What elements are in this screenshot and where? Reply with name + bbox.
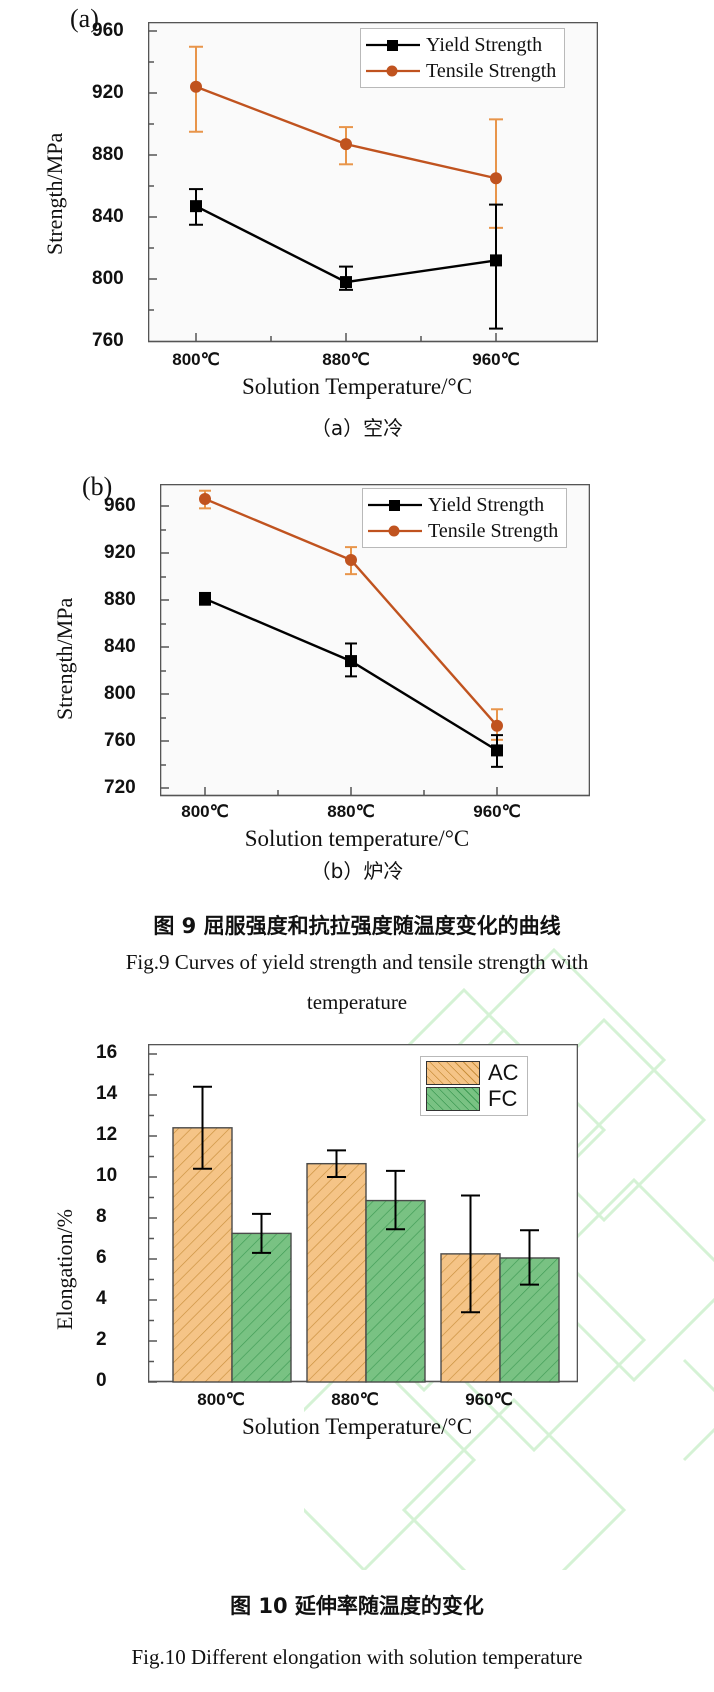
- fig9-caption-cn: 图 9 屈服强度和抗拉强度随温度变化的曲线: [153, 914, 561, 938]
- x-tick-a-800: 800℃: [172, 350, 220, 369]
- legend-label-yield-b: Yield Strength: [428, 493, 545, 516]
- fig9-caption-en-line2: temperature: [306, 990, 408, 1014]
- y-tick-10-16: 16: [96, 1042, 118, 1063]
- y-tick-a-920: 920: [92, 82, 124, 103]
- legend-a[interactable]: Yield Strength Tensile Strength: [360, 28, 566, 88]
- y-tick-b-720: 720: [104, 777, 136, 798]
- panel-letter-b: (b): [82, 472, 113, 501]
- legend-swatch-ac-icon: [426, 1061, 480, 1085]
- y-tick-a-760: 760: [92, 330, 124, 351]
- legend-marker-square-icon: [366, 40, 420, 51]
- x-axis-label-b: Solution temperature/°C: [244, 826, 470, 851]
- legend-marker-square-icon: [368, 500, 422, 511]
- y-tick-b-920: 920: [104, 542, 136, 563]
- y-tick-a-960: 960: [92, 20, 124, 41]
- legend-10[interactable]: AC FC: [420, 1056, 528, 1116]
- legend-label-yield-a: Yield Strength: [426, 33, 543, 56]
- fig10-caption-cn: 图 10 延伸率随温度的变化: [230, 1594, 484, 1618]
- legend-b[interactable]: Yield Strength Tensile Strength: [362, 488, 568, 548]
- y-tick-b-760: 760: [104, 730, 136, 751]
- y-tick-a-800: 800: [92, 268, 124, 289]
- x-tick-a-880: 880℃: [322, 350, 370, 369]
- y-tick-10-12: 12: [96, 1124, 118, 1145]
- fig9-caption-en-line1: Fig.9 Curves of yield strength and tensi…: [125, 950, 589, 974]
- x-tick-b-960: 960℃: [473, 802, 521, 821]
- legend-item-ac[interactable]: AC: [426, 1060, 519, 1086]
- x-axis-label-10: Solution Temperature/°C: [241, 1414, 473, 1439]
- legend-label-fc: FC: [488, 1086, 518, 1111]
- y-axis-label-a: Strength/MPa: [42, 132, 67, 255]
- figure-a: (a) Strength/MPa 760 800 840 880 920 960: [0, 0, 714, 400]
- y-tick-10-0: 0: [96, 1370, 107, 1391]
- y-tick-10-4: 4: [96, 1288, 107, 1309]
- caption-b: （b）炉冷: [310, 859, 404, 883]
- x-tick-10-960: 960℃: [465, 1390, 513, 1409]
- x-tick-b-800: 800℃: [181, 802, 229, 821]
- y-tick-10-8: 8: [96, 1206, 107, 1227]
- y-tick-b-800: 800: [104, 683, 136, 704]
- y-tick-10-14: 14: [96, 1083, 118, 1104]
- x-tick-b-880: 880℃: [327, 802, 375, 821]
- legend-item-yield-a[interactable]: Yield Strength: [366, 32, 556, 58]
- panel-letter-a: (a): [70, 4, 99, 33]
- legend-item-tensile-a[interactable]: Tensile Strength: [366, 58, 556, 84]
- x-tick-10-800: 800℃: [197, 1390, 245, 1409]
- x-axis-label-a: Solution Temperature/°C: [241, 374, 473, 399]
- y-tick-b-960: 960: [104, 495, 136, 516]
- y-axis-label-10: Elongation/%: [52, 1209, 77, 1330]
- x-tick-10-880: 880℃: [331, 1390, 379, 1409]
- legend-marker-circle-icon: [366, 65, 420, 77]
- y-axis-label-b: Strength/MPa: [52, 597, 77, 720]
- fig10-caption-en: Fig.10 Different elongation with solutio…: [131, 1645, 583, 1669]
- legend-label-ac: AC: [488, 1060, 519, 1085]
- y-tick-10-6: 6: [96, 1247, 107, 1268]
- legend-item-fc[interactable]: FC: [426, 1086, 519, 1112]
- legend-label-tensile-b: Tensile Strength: [428, 519, 559, 542]
- caption-a: （a）空冷: [310, 416, 404, 440]
- legend-label-tensile-a: Tensile Strength: [426, 59, 557, 82]
- y-tick-10-2: 2: [96, 1329, 107, 1350]
- y-tick-a-840: 840: [92, 206, 124, 227]
- legend-item-yield-b[interactable]: Yield Strength: [368, 492, 558, 518]
- y-tick-b-840: 840: [104, 636, 136, 657]
- figure-b: (b) Strength/MPa 720 760 800 840 880 920…: [0, 460, 714, 860]
- legend-marker-circle-icon: [368, 525, 422, 537]
- x-tick-a-960: 960℃: [472, 350, 520, 369]
- figure-10: Elongation/% 0 2 4 6 8 10 12 14 16: [0, 1030, 714, 1450]
- legend-item-tensile-b[interactable]: Tensile Strength: [368, 518, 558, 544]
- y-tick-a-880: 880: [92, 144, 124, 165]
- legend-swatch-fc-icon: [426, 1087, 480, 1111]
- y-tick-10-10: 10: [96, 1165, 118, 1186]
- y-tick-b-880: 880: [104, 589, 136, 610]
